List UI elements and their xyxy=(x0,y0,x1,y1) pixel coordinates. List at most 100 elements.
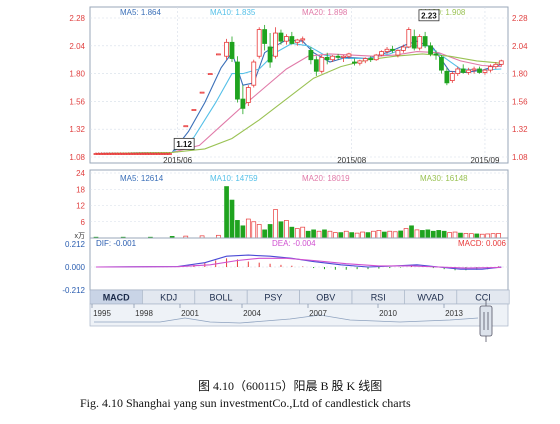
candle-body xyxy=(262,29,268,44)
tab-label-obv[interactable]: OBV xyxy=(316,293,335,303)
price-x-tick: 2015/06 xyxy=(163,156,192,165)
macd-dif-line xyxy=(95,254,502,270)
price-panel-frame xyxy=(89,6,509,164)
volume-bar xyxy=(294,228,300,239)
tab-label-kdj[interactable]: KDJ xyxy=(160,293,177,303)
macd-y-tick: 0.212 xyxy=(65,240,86,249)
candle-body xyxy=(330,55,336,61)
volume-bar xyxy=(360,231,365,239)
volume-bar xyxy=(354,232,360,239)
volume-panel-frame xyxy=(89,169,509,239)
volume-bar xyxy=(365,232,371,239)
tab-label-wvad[interactable]: WVAD xyxy=(417,293,444,303)
candle-body xyxy=(466,69,472,73)
volume-unit-label: x万 xyxy=(75,232,86,240)
volume-bar xyxy=(474,233,480,239)
volume-ma-legend-ma5: MA5: 12614 xyxy=(120,174,164,183)
candle-body xyxy=(379,51,385,56)
timeline-year-label: 2007 xyxy=(309,309,327,318)
timeline-overview-line xyxy=(94,314,479,324)
price-y-tick-left: 1.08 xyxy=(69,153,85,162)
candle-body xyxy=(482,69,488,73)
candle-body xyxy=(283,36,289,42)
price-annotation-box xyxy=(173,137,195,150)
timeline-year-label: 2001 xyxy=(181,309,199,318)
candle-body xyxy=(256,29,262,57)
candle-body xyxy=(395,50,401,56)
candle-body xyxy=(224,41,229,57)
volume-bar xyxy=(403,228,409,239)
price-ma-legend-ma5: MA5: 1.864 xyxy=(120,8,161,17)
volume-bar xyxy=(289,226,295,239)
price-ma-legend-ma10: MA10: 1.835 xyxy=(210,8,256,17)
volume-bar xyxy=(235,220,240,239)
volume-bar xyxy=(381,231,387,239)
price-y-tick-left: 1.80 xyxy=(69,70,85,79)
price-x-tick: 2015/09 xyxy=(470,156,499,165)
macd-dea-line xyxy=(95,257,502,269)
price-y-tick-right: 2.28 xyxy=(512,14,528,23)
volume-bar xyxy=(333,232,338,239)
macd-panel-frame xyxy=(89,237,509,291)
price-annotation-label: 2.23 xyxy=(421,11,437,20)
tab-label-cci[interactable]: CCI xyxy=(475,293,491,303)
volume-y-tick: 6 xyxy=(81,218,86,227)
candle-body xyxy=(294,39,300,43)
candle-body xyxy=(368,58,374,61)
candle-body xyxy=(324,56,330,61)
volume-bar xyxy=(338,232,344,239)
volume-bar xyxy=(349,232,355,239)
volume-bar xyxy=(224,186,229,239)
timeline-year-label: 2013 xyxy=(445,309,463,318)
volume-bar xyxy=(262,229,267,239)
price-y-tick-right: 1.08 xyxy=(512,153,528,162)
candle-body xyxy=(477,68,482,73)
price-y-tick-right: 1.56 xyxy=(512,97,528,106)
volume-bar xyxy=(414,229,420,239)
tab-label-boll[interactable]: BOLL xyxy=(209,293,232,303)
volume-bar xyxy=(436,230,442,239)
candle-body xyxy=(493,63,499,68)
candle-body xyxy=(471,68,477,71)
volume-bar xyxy=(458,232,463,239)
candle-body xyxy=(351,61,357,64)
candle-body xyxy=(319,56,325,72)
volume-y-tick: 18 xyxy=(76,185,85,194)
price-y-tick-right: 1.80 xyxy=(512,70,528,79)
candle-body xyxy=(439,56,444,71)
tab-label-rsi[interactable]: RSI xyxy=(371,293,386,303)
volume-bar xyxy=(300,226,306,239)
candle-body xyxy=(487,66,493,71)
timeline-scroll-handle[interactable] xyxy=(479,305,493,337)
candle-body xyxy=(433,53,439,56)
volume-bar xyxy=(327,230,333,239)
candle-body xyxy=(390,48,395,51)
macd-y-tick: -0.212 xyxy=(62,286,85,295)
volume-bar xyxy=(469,233,474,239)
candle-body xyxy=(384,48,390,52)
candle-body xyxy=(207,73,213,75)
tab-label-macd[interactable]: MACD xyxy=(103,293,130,303)
candle-body xyxy=(341,55,346,58)
price-y-tick-left: 1.32 xyxy=(69,125,85,134)
candle-body xyxy=(460,68,466,73)
candle-body xyxy=(199,91,205,94)
candle-body xyxy=(428,45,433,55)
macd-legend-dea: DEA: -0.004 xyxy=(272,239,316,248)
tab-label-psy[interactable]: PSY xyxy=(264,293,282,303)
volume-bar xyxy=(251,221,257,239)
macd-legend-dif: DIF: -0.001 xyxy=(96,239,137,248)
volume-y-tick: 24 xyxy=(76,169,85,178)
stock-chart: 2.28 2.28 2.04 2.04 1.80 1.80 1.56 1.56 1.32 1.32… xyxy=(62,6,528,342)
candle-body xyxy=(417,36,423,49)
candle-body xyxy=(267,46,273,63)
volume-bar xyxy=(316,230,322,239)
volume-bar xyxy=(387,230,393,239)
volume-y-tick: 12 xyxy=(76,202,85,211)
volume-bar xyxy=(398,230,403,239)
candle-body xyxy=(362,58,368,62)
volume-bar xyxy=(420,230,425,239)
volume-bar xyxy=(496,233,501,239)
price-annotation-label: 1.12 xyxy=(176,140,192,149)
volume-bar xyxy=(392,231,398,239)
